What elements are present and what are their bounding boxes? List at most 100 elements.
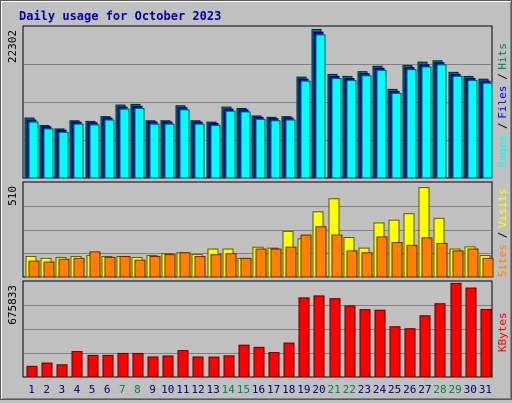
visits-panel-bar-sites-30 [467, 248, 479, 278]
day-label-12: 12 [191, 383, 204, 396]
day-label-3: 3 [59, 383, 66, 396]
visits-panel-bar-sites-27 [421, 237, 433, 278]
visits-panel-bar-sites-16 [255, 248, 267, 278]
kbytes-panel-bar-kbytes-12 [192, 356, 204, 378]
visits-panel-bar-sites-5 [89, 251, 101, 278]
visits-panel-bar-sites-19 [300, 234, 312, 278]
hits-panel-bar-pages-30 [467, 80, 478, 179]
hits-panel-bar-pages-2 [43, 128, 54, 179]
kbytes-panel-bar-kbytes-31 [480, 309, 492, 378]
day-label-25: 25 [388, 383, 401, 396]
kbytes-panel-bar-kbytes-6 [102, 354, 114, 378]
hits-panel-legend-files: Files [496, 86, 509, 119]
kbytes-panel-bar-kbytes-23 [359, 309, 371, 378]
visits-panel-bar-sites-14 [225, 253, 237, 278]
hits-panel-bar-pages-22 [346, 80, 357, 179]
visits-panel-bar-sites-7 [119, 256, 131, 278]
hits-panel-bar-pages-13 [210, 125, 221, 179]
kbytes-panel-bar-kbytes-7 [117, 352, 129, 378]
hits-panel-bar-pages-9 [149, 123, 160, 179]
hits-panel-bar-pages-6 [104, 119, 115, 179]
hits-panel-bar-pages-16 [255, 118, 266, 179]
day-label-13: 13 [206, 383, 219, 396]
kbytes-panel-bar-kbytes-3 [56, 364, 68, 378]
day-label-8: 8 [134, 383, 141, 396]
visits-panel-bar-sites-22 [346, 250, 358, 278]
visits-panel-legend-sites: Sites [496, 244, 509, 277]
visits-panel-bar-sites-1 [28, 260, 40, 278]
hits-panel-max-label: 22302 [6, 30, 19, 63]
hits-panel-bar-pages-15 [240, 111, 251, 179]
hits-panel-bar-pages-5 [89, 124, 100, 179]
hits-panel-bar-pages-19 [300, 80, 311, 179]
kbytes-panel-bar-kbytes-17 [268, 352, 280, 378]
kbytes-panel-bar-kbytes-29 [450, 282, 462, 378]
kbytes-panel-bar-kbytes-13 [208, 356, 220, 378]
hits-panel-bar-pages-14 [225, 110, 236, 179]
kbytes-panel-bar-kbytes-28 [434, 303, 446, 378]
day-label-24: 24 [373, 383, 387, 396]
day-label-17: 17 [267, 383, 280, 396]
visits-panel-bar-sites-8 [134, 259, 146, 278]
day-label-10: 10 [161, 383, 174, 396]
day-label-14: 14 [222, 383, 236, 396]
day-label-9: 9 [149, 383, 156, 396]
legend-separator: / [496, 232, 509, 239]
kbytes-panel-bar-kbytes-22 [344, 305, 356, 378]
hits-panel-bar-pages-25 [391, 92, 402, 179]
kbytes-panel-bar-kbytes-1 [26, 365, 38, 378]
visits-panel-bar-sites-2 [43, 261, 55, 278]
kbytes-panel-bar-kbytes-9 [147, 356, 159, 378]
hits-panel-bar-pages-7 [119, 108, 130, 179]
day-label-6: 6 [104, 383, 111, 396]
visits-panel-bar-sites-28 [436, 242, 448, 278]
hits-panel-bar-pages-24 [376, 69, 387, 179]
visits-panel-bar-sites-23 [361, 252, 373, 278]
hits-panel-bar-pages-23 [361, 75, 372, 179]
kbytes-panel-bar-kbytes-27 [419, 315, 431, 378]
hits-panel-bar-pages-20 [315, 34, 326, 179]
chart-title: Daily usage for October 2023 [19, 9, 221, 23]
day-label-1: 1 [28, 383, 35, 396]
visits-panel-bar-sites-21 [331, 234, 343, 278]
visits-panel-bar-sites-26 [406, 244, 418, 278]
hits-panel-legend-pages: Pages [496, 135, 509, 168]
hits-panel-bar-pages-3 [58, 131, 69, 179]
day-label-26: 26 [403, 383, 416, 396]
kbytes-panel-bar-kbytes-30 [465, 287, 477, 378]
visits-panel-bar-sites-18 [285, 246, 297, 278]
hits-panel-bar-pages-11 [179, 109, 190, 179]
kbytes-panel-bar-kbytes-24 [374, 309, 386, 378]
day-label-7: 7 [119, 383, 126, 396]
hits-panel-bar-pages-29 [452, 75, 463, 179]
day-label-19: 19 [297, 383, 310, 396]
day-label-29: 29 [449, 383, 462, 396]
visits-panel-bar-sites-31 [482, 257, 494, 278]
legend-separator: / [496, 122, 509, 129]
visits-panel-bar-sites-15 [240, 257, 252, 278]
kbytes-panel-bar-kbytes-21 [329, 298, 341, 378]
kbytes-panel-bar-kbytes-20 [313, 295, 325, 378]
kbytes-panel-max-label: 675833 [6, 285, 19, 325]
hits-panel-bar-pages-17 [270, 120, 281, 179]
kbytes-panel-bar-kbytes-4 [71, 351, 83, 378]
day-label-21: 21 [328, 383, 341, 396]
day-label-22: 22 [343, 383, 356, 396]
hits-panel-bar-pages-27 [421, 66, 432, 179]
visits-panel-bar-sites-12 [194, 256, 206, 278]
visits-panel-bar-sites-6 [104, 256, 116, 278]
kbytes-panel-bar-kbytes-15 [238, 344, 250, 378]
hits-panel-bar-pages-8 [134, 107, 145, 179]
day-label-5: 5 [89, 383, 96, 396]
hits-panel-bar-pages-26 [406, 69, 417, 179]
day-label-20: 20 [312, 383, 325, 396]
day-label-31: 31 [479, 383, 492, 396]
hits-panel-bar-pages-31 [482, 82, 493, 179]
visits-panel-bar-sites-29 [452, 250, 464, 278]
kbytes-panel-bar-kbytes-26 [404, 328, 416, 378]
day-label-15: 15 [237, 383, 250, 396]
day-label-30: 30 [464, 383, 477, 396]
kbytes-panel-bar-kbytes-5 [87, 354, 99, 378]
kbytes-panel-bar-kbytes-10 [162, 355, 174, 378]
